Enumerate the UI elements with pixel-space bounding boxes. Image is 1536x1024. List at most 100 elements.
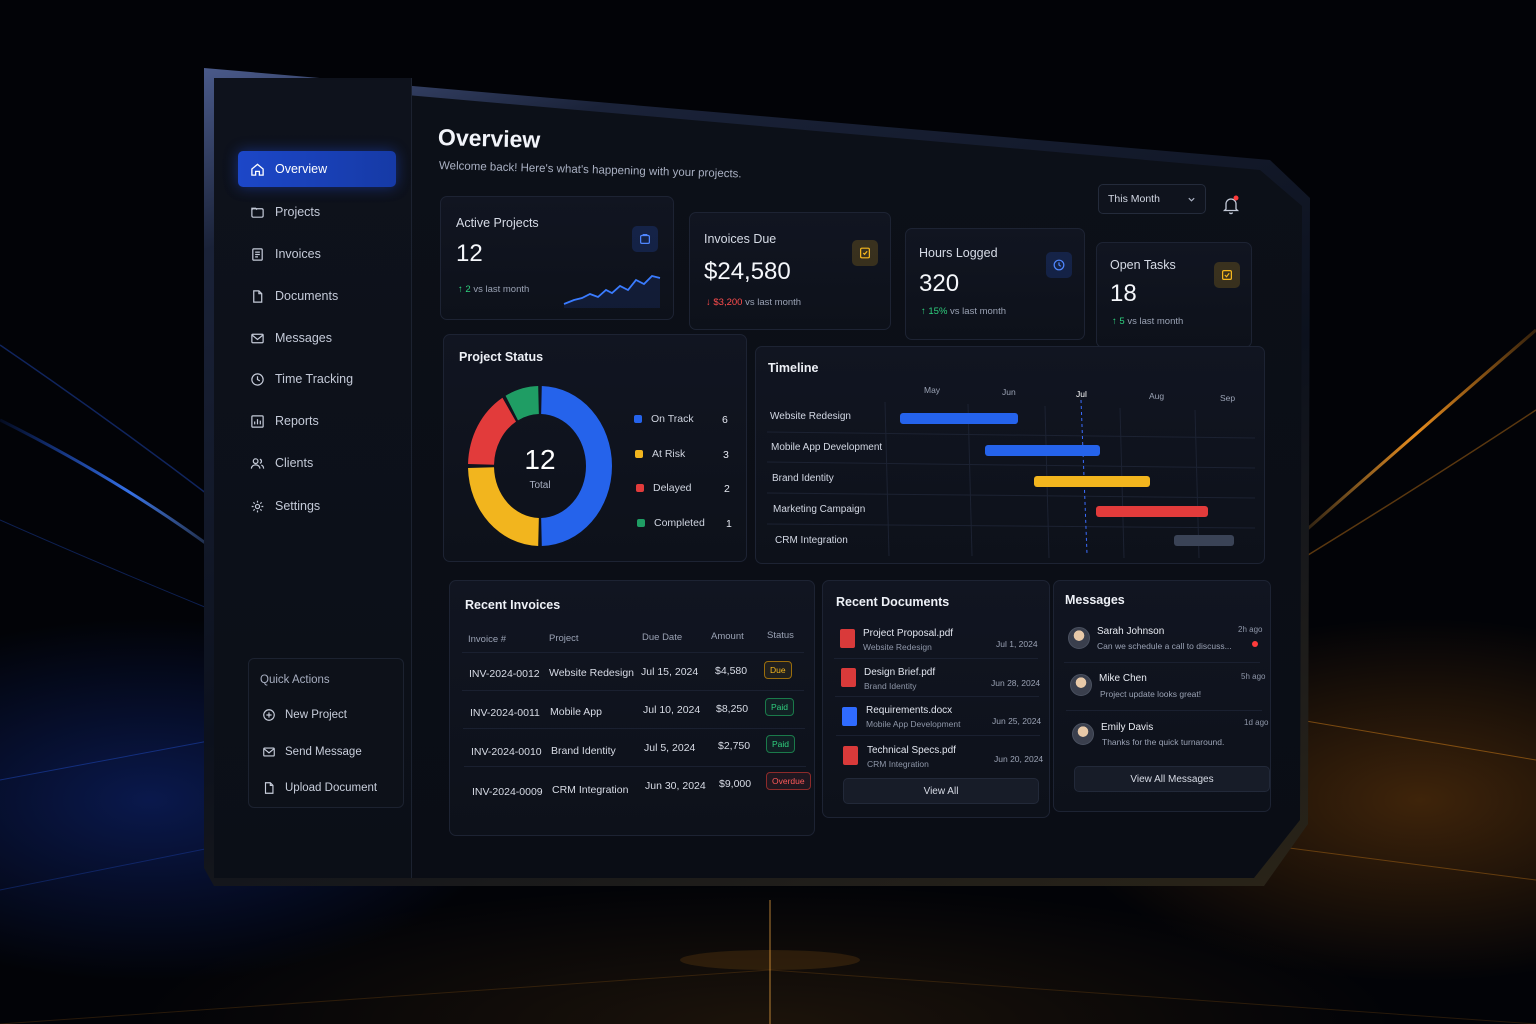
legend-label: Delayed bbox=[653, 482, 692, 494]
send-message-label: Send Message bbox=[285, 746, 362, 758]
folder-icon bbox=[251, 207, 264, 218]
document-project: Mobile App Development bbox=[866, 719, 961, 729]
new-project-button[interactable]: New Project bbox=[262, 708, 347, 722]
stat-label: Invoices Due bbox=[704, 232, 777, 246]
delta-text: vs last month bbox=[1127, 316, 1184, 327]
period-select-value: This Month bbox=[1108, 193, 1160, 205]
clock-icon bbox=[251, 372, 264, 386]
divider bbox=[462, 690, 804, 691]
document-name[interactable]: Project Proposal.pdf bbox=[863, 628, 954, 639]
home-icon bbox=[251, 162, 264, 176]
stat-label: Open Tasks bbox=[1110, 258, 1176, 272]
arrow-up-icon: ↑ bbox=[921, 306, 929, 317]
word-file-icon bbox=[842, 707, 857, 726]
donut-slice-completed[interactable] bbox=[505, 386, 539, 421]
view-all-messages-button[interactable]: View All Messages bbox=[1074, 766, 1270, 792]
column-header: Due Date bbox=[642, 632, 683, 643]
period-select[interactable]: This Month bbox=[1098, 184, 1206, 214]
sparkline bbox=[563, 275, 661, 308]
invoice-due: Jul 15, 2024 bbox=[641, 666, 699, 678]
stat-card-invoices-due[interactable] bbox=[689, 212, 891, 330]
donut-slice-at-risk[interactable] bbox=[468, 467, 539, 546]
stat-card-hours-logged[interactable] bbox=[905, 228, 1085, 340]
pdf-file-icon bbox=[840, 629, 855, 648]
stat-card-active-projects[interactable] bbox=[440, 196, 674, 320]
legend-label: At Risk bbox=[652, 448, 686, 460]
sidebar-item-overview[interactable]: Overview bbox=[238, 151, 396, 187]
invoice-amount: $4,580 bbox=[715, 665, 748, 677]
stat-label: Active Projects bbox=[456, 216, 539, 230]
view-all-documents-button[interactable]: View All bbox=[843, 778, 1039, 804]
invoice-id[interactable]: INV-2024-0010 bbox=[471, 746, 542, 758]
document-name[interactable]: Design Brief.pdf bbox=[864, 667, 936, 678]
invoice-amount: $2,750 bbox=[718, 740, 751, 752]
invoice-project: Brand Identity bbox=[551, 745, 616, 757]
legend-delayed: Delayed bbox=[636, 482, 692, 494]
sidebar-item-clients[interactable]: Clients bbox=[238, 445, 396, 481]
sidebar-item-projects[interactable]: Projects bbox=[238, 194, 396, 230]
divider bbox=[836, 735, 1040, 736]
sidebar-item-settings[interactable]: Settings bbox=[238, 488, 396, 524]
sidebar-item-label: Projects bbox=[275, 205, 321, 219]
message-sender[interactable]: Mike Chen bbox=[1099, 673, 1147, 684]
document-date: Jun 20, 2024 bbox=[994, 754, 1044, 764]
folder-icon bbox=[632, 226, 658, 252]
document-date: Jul 1, 2024 bbox=[996, 639, 1038, 649]
recent-invoices-card bbox=[449, 580, 815, 836]
gear-icon bbox=[251, 500, 264, 512]
document-date: Jun 28, 2024 bbox=[991, 678, 1041, 688]
sidebar-item-reports[interactable]: Reports bbox=[238, 403, 396, 439]
donut-slice-on-track[interactable] bbox=[541, 386, 613, 546]
timeline-bar-mobile-app[interactable] bbox=[985, 445, 1100, 456]
project-status-title: Project Status bbox=[459, 350, 544, 364]
document-project: Website Redesign bbox=[863, 642, 932, 652]
invoice-amount: $8,250 bbox=[716, 703, 749, 715]
sidebar-item-messages[interactable]: Messages bbox=[238, 320, 396, 356]
upload-document-button[interactable]: Upload Document bbox=[262, 781, 377, 795]
avatar bbox=[1072, 723, 1094, 745]
check-square-icon bbox=[1214, 262, 1240, 288]
legend-label: On Track bbox=[651, 413, 694, 425]
timeline-bar-crm-integration[interactable] bbox=[1174, 535, 1234, 546]
invoice-due: Jul 5, 2024 bbox=[644, 742, 696, 754]
sidebar-item-documents[interactable]: Documents bbox=[238, 278, 396, 314]
legend-completed: Completed bbox=[637, 517, 705, 529]
status-badge: Paid bbox=[765, 698, 795, 716]
stat-card-open-tasks[interactable] bbox=[1096, 242, 1252, 348]
avatar bbox=[1070, 674, 1092, 696]
timeline-bar-brand-identity[interactable] bbox=[1034, 476, 1150, 487]
document-name[interactable]: Requirements.docx bbox=[866, 705, 953, 716]
sidebar-item-time-tracking[interactable]: Time Tracking bbox=[238, 361, 396, 397]
invoice-id[interactable]: INV-2024-0012 bbox=[469, 668, 540, 680]
bell-icon[interactable] bbox=[1220, 194, 1242, 216]
sidebar-item-label: Time Tracking bbox=[275, 372, 354, 386]
sidebar-item-label: Documents bbox=[275, 289, 339, 303]
sidebar-item-label: Invoices bbox=[275, 247, 321, 261]
donut-slice-delayed[interactable] bbox=[468, 397, 517, 465]
invoice-id[interactable]: INV-2024-0009 bbox=[472, 786, 543, 798]
document-name[interactable]: Technical Specs.pdf bbox=[867, 745, 956, 756]
stat-delta: ↑ 5 vs last month bbox=[1112, 316, 1183, 327]
invoice-id[interactable]: INV-2024-0011 bbox=[470, 707, 540, 719]
message-sender[interactable]: Emily Davis bbox=[1101, 722, 1154, 733]
arrow-down-icon: ↓ bbox=[706, 297, 714, 308]
message-preview: Can we schedule a call to discuss... bbox=[1097, 641, 1232, 651]
invoice-project: CRM Integration bbox=[552, 784, 629, 796]
timeline-grid bbox=[766, 399, 1256, 559]
stat-delta: ↓ $3,200 vs last month bbox=[706, 297, 801, 308]
delta-text: vs last month bbox=[473, 284, 530, 295]
legend-label: Completed bbox=[654, 517, 705, 529]
message-sender[interactable]: Sarah Johnson bbox=[1097, 626, 1165, 637]
timeline-bar-website-redesign[interactable] bbox=[900, 413, 1018, 424]
sidebar-item-invoices[interactable]: Invoices bbox=[238, 236, 396, 272]
divider bbox=[463, 728, 805, 729]
timeline-month: May bbox=[924, 385, 941, 395]
status-badge: Overdue bbox=[766, 772, 811, 790]
timeline-bar-marketing-campaign[interactable] bbox=[1096, 506, 1208, 517]
timeline-task-label: CRM Integration bbox=[775, 535, 848, 546]
timeline-task-label: Website Redesign bbox=[770, 411, 851, 422]
upload-document-label: Upload Document bbox=[285, 782, 378, 794]
document-icon bbox=[253, 289, 263, 303]
invoice-due: Jun 30, 2024 bbox=[645, 780, 706, 792]
send-message-button[interactable]: Send Message bbox=[262, 745, 362, 759]
